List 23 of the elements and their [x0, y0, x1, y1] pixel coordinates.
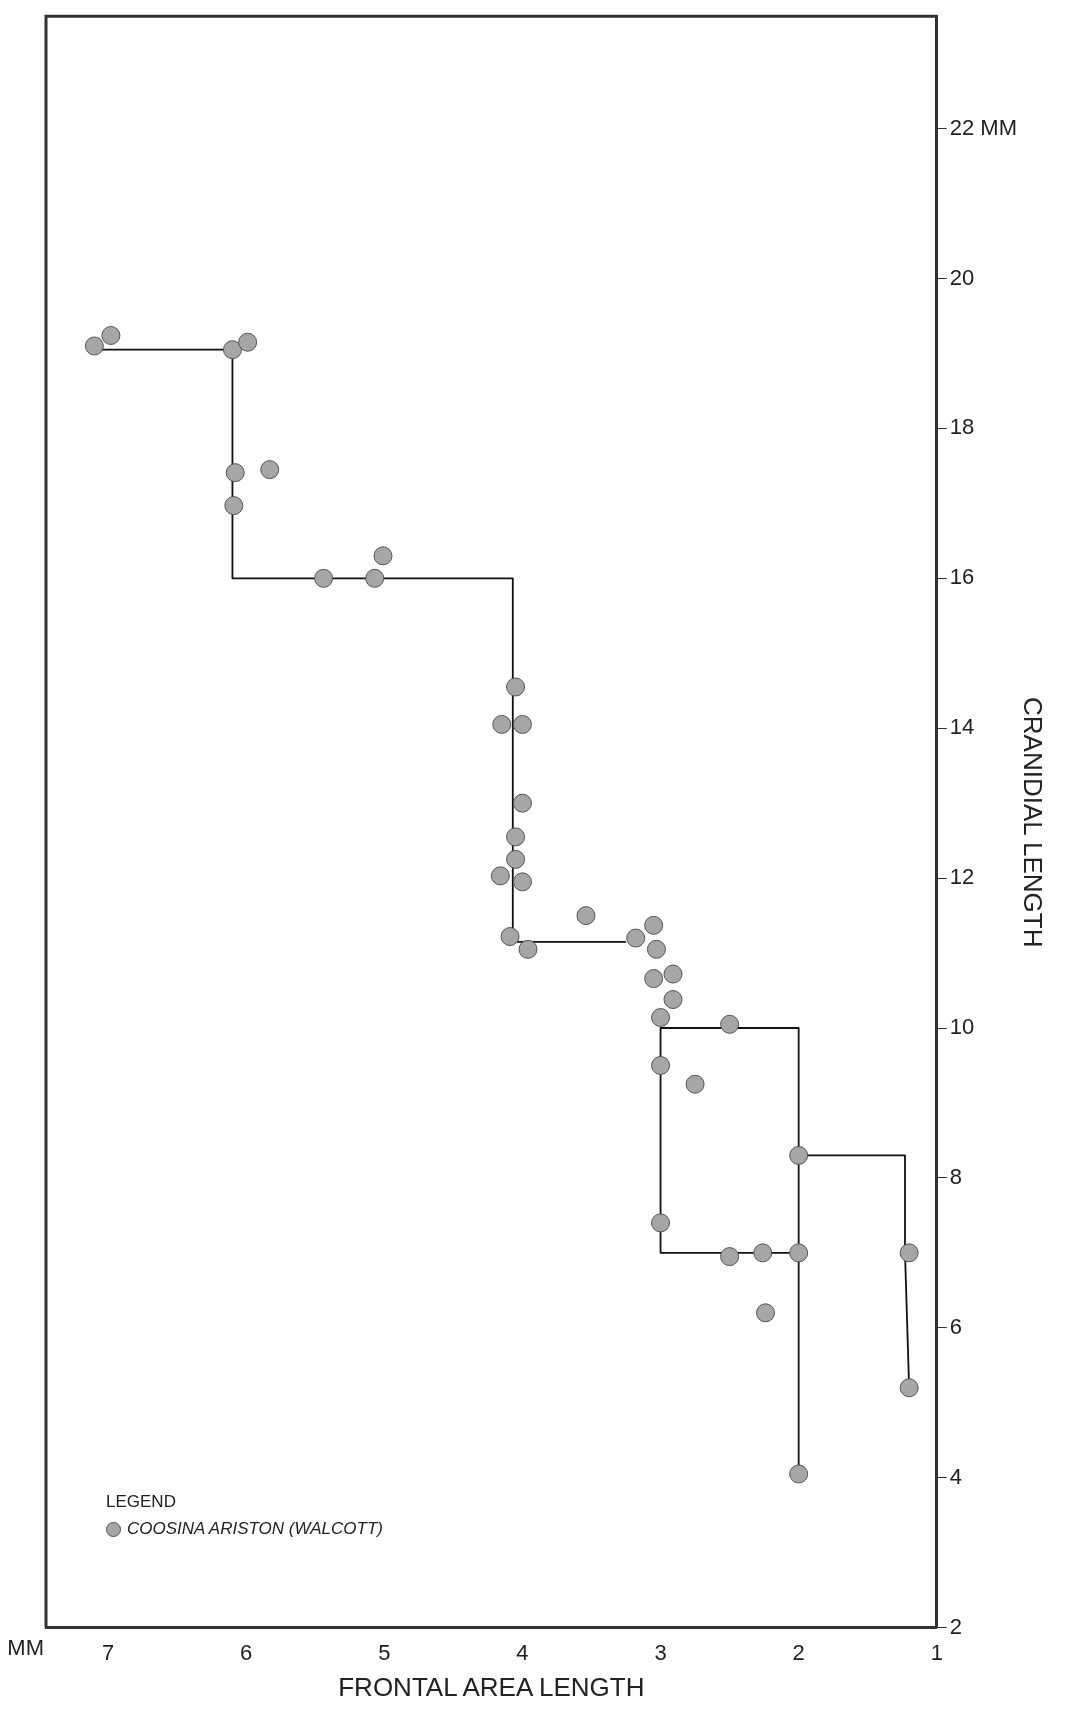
y-tick-label: 10 [949, 1014, 975, 1040]
legend-title: LEGEND [106, 1490, 177, 1513]
y-tick-label: 2 [949, 1613, 963, 1639]
legend-label: COOSINA ARISTON (WALCOTT) [127, 1518, 383, 1538]
x-tick-label: 5 [378, 1639, 391, 1665]
y-tick-label: 8 [949, 1163, 963, 1189]
y-tick-label: 22 MM [949, 114, 1018, 140]
y-tick-label: 16 [949, 564, 975, 590]
x-tick-label: 6 [240, 1639, 253, 1665]
y-tick-label: 12 [949, 864, 975, 890]
x-tick-label: 4 [516, 1639, 529, 1665]
x-axis-title: FRONTAL AREA LENGTH [337, 1671, 646, 1703]
x-tick-label: 1 [930, 1639, 943, 1665]
x-tick-label: 3 [654, 1639, 667, 1665]
x-tick-label: 2 [792, 1639, 805, 1665]
x-tick-label: 7 [102, 1639, 115, 1665]
text: MM [7, 1634, 44, 1660]
y-tick-label: 20 [949, 264, 975, 290]
y-axis-title: CRANIDIAL LENGTH [1016, 695, 1048, 950]
y-tick-label: 18 [949, 414, 975, 440]
y-tick-label: 6 [949, 1313, 963, 1339]
y-tick-label: 4 [949, 1463, 963, 1489]
y-tick-label: 14 [949, 714, 975, 740]
